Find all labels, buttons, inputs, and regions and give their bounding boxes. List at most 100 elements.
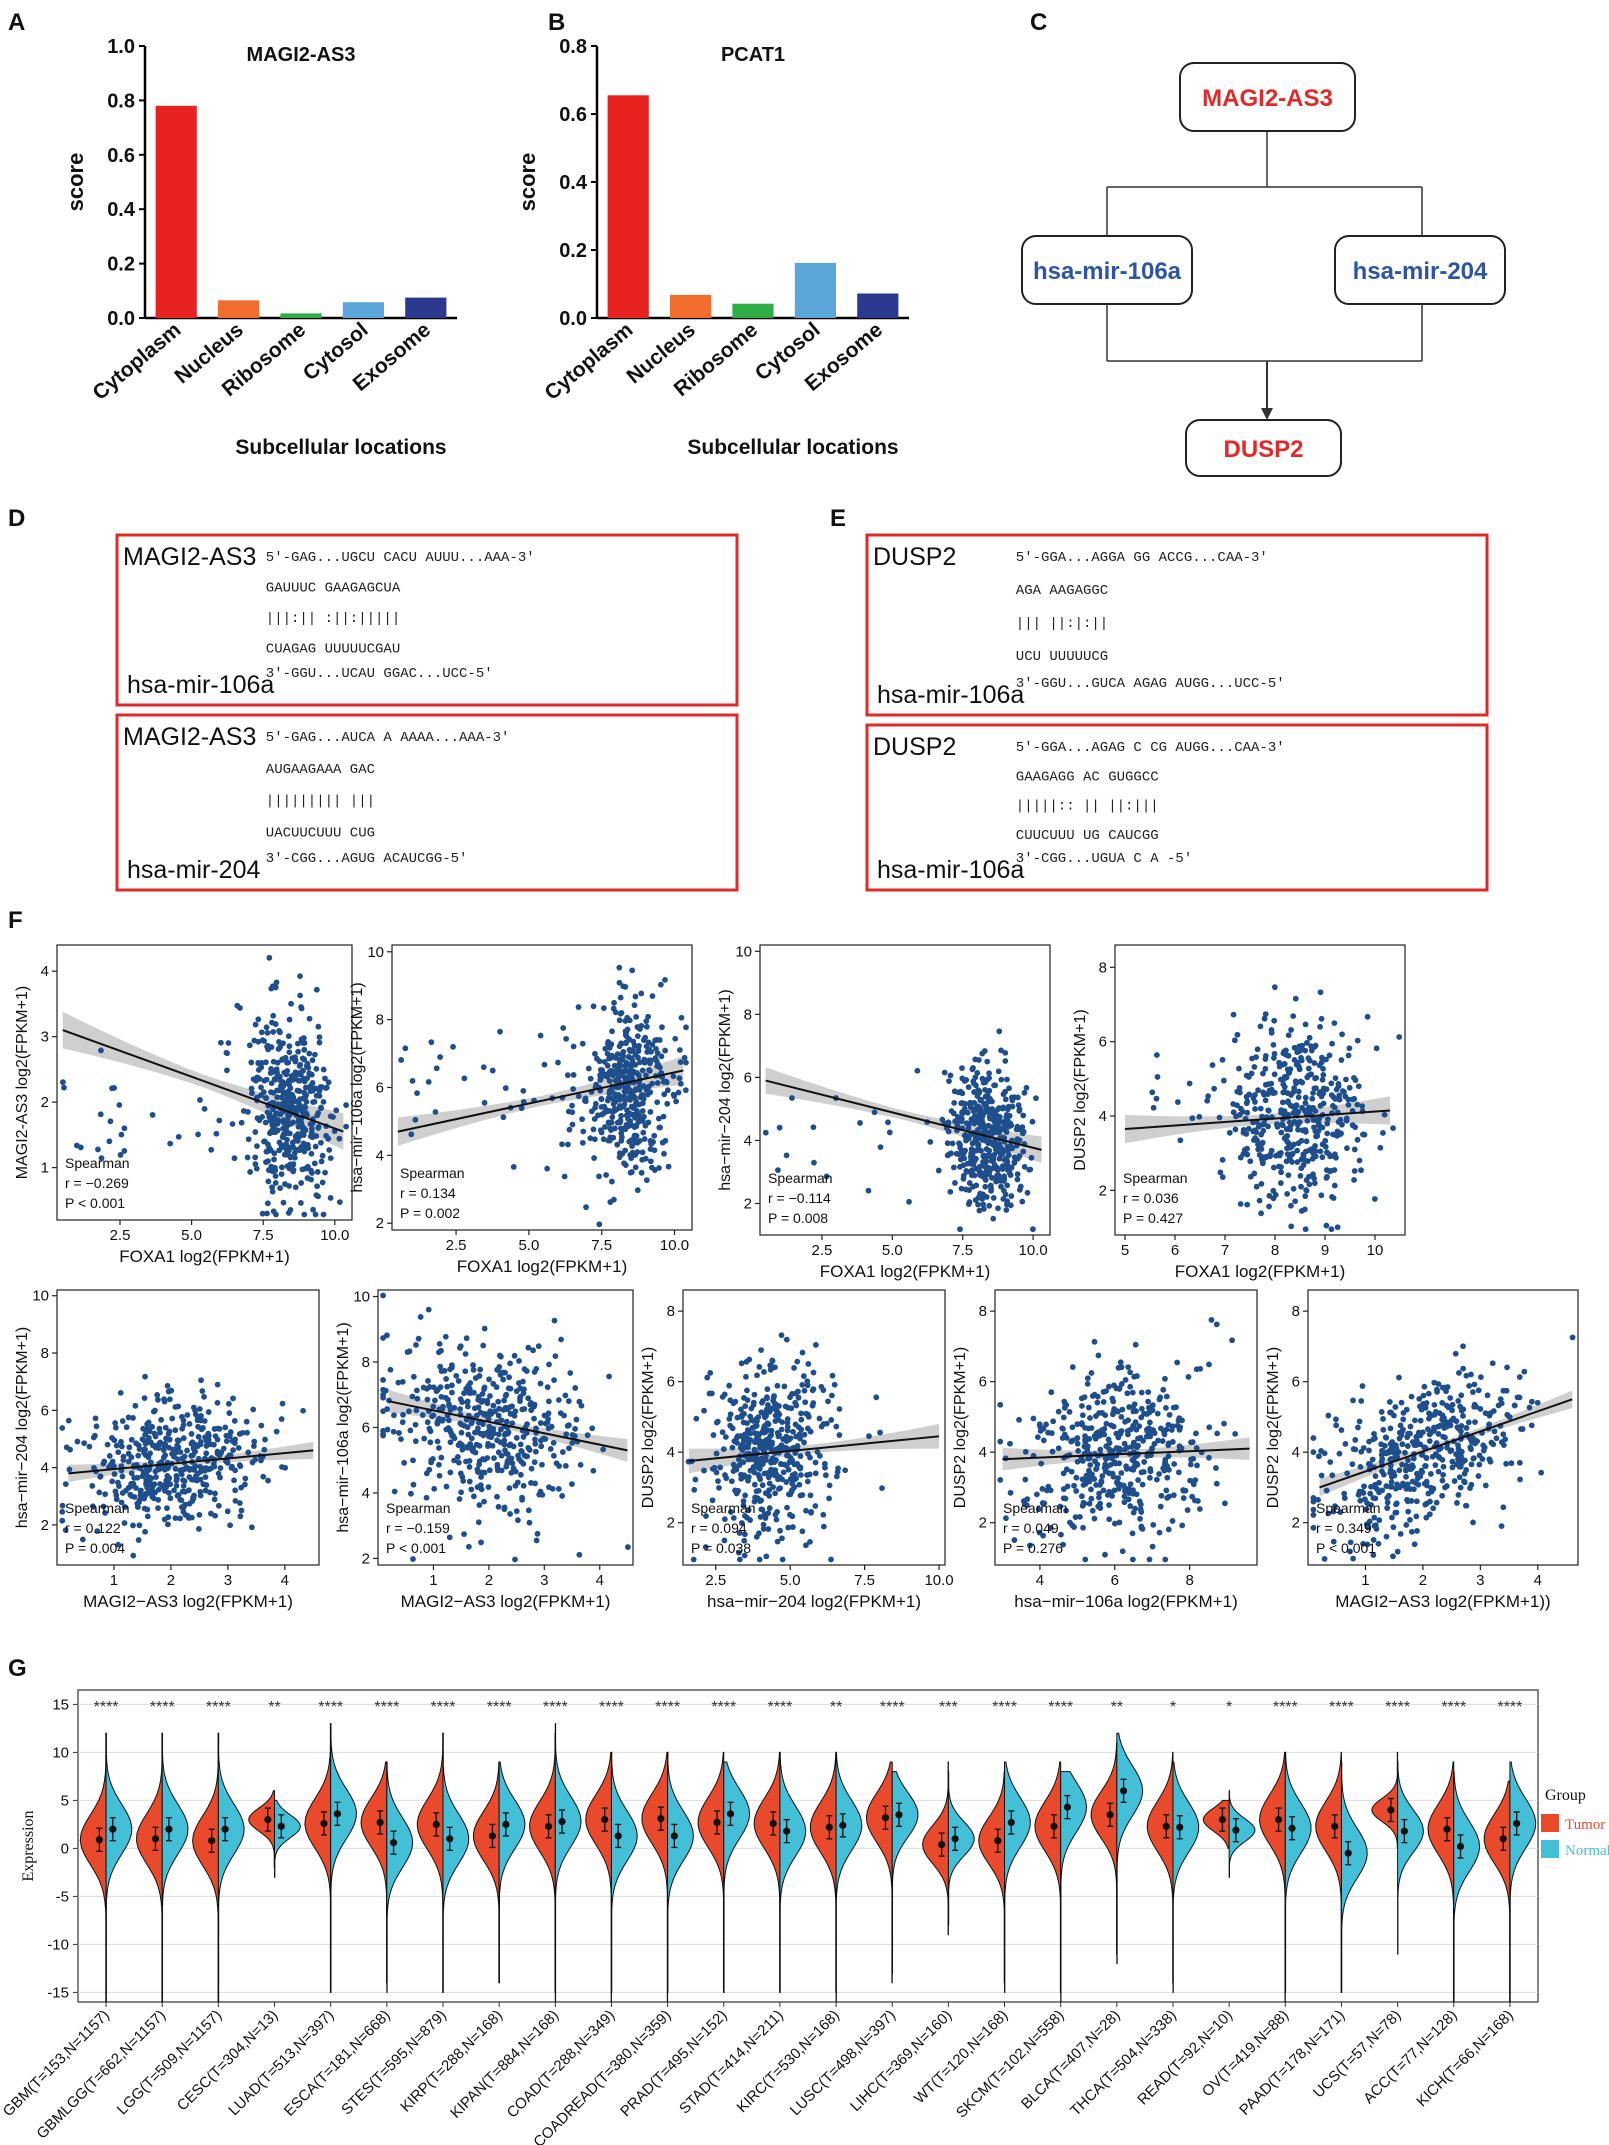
regression-line <box>1002 1447 1250 1461</box>
data-point <box>162 1481 169 1488</box>
data-point <box>906 1198 912 1205</box>
sequence-line: 3'-CGG...AGUG ACAUCGG-5' <box>266 851 468 867</box>
y-tick-label: 8 <box>979 1303 987 1320</box>
data-point <box>270 1089 277 1096</box>
node-mir106a-label: hsa-mir-106a <box>1033 258 1182 285</box>
data-point <box>507 1441 514 1448</box>
data-point <box>1213 1321 1220 1328</box>
data-point <box>569 1121 576 1128</box>
data-point <box>738 1520 745 1526</box>
data-point <box>485 1440 492 1447</box>
normal-violin <box>105 1732 133 2003</box>
data-point <box>575 1093 582 1100</box>
data-point <box>775 1445 782 1451</box>
data-point <box>410 1457 416 1464</box>
data-point <box>1456 1474 1463 1481</box>
data-point <box>792 1471 798 1477</box>
data-point <box>730 1515 737 1521</box>
data-point <box>682 1087 689 1094</box>
data-point <box>523 1453 529 1460</box>
data-point <box>1317 1102 1324 1109</box>
data-point <box>464 1398 471 1405</box>
data-point <box>954 1114 961 1120</box>
data-point <box>792 1390 799 1397</box>
data-point <box>1334 1128 1341 1135</box>
y-tick-label: 8 <box>1099 959 1107 976</box>
data-point <box>1118 1470 1125 1476</box>
normal-mean-point <box>726 1810 735 1818</box>
data-point <box>735 1549 742 1556</box>
data-point <box>246 1042 253 1049</box>
data-point <box>288 1000 294 1007</box>
data-point <box>286 1043 293 1050</box>
data-point <box>1489 1360 1496 1367</box>
data-point <box>195 1131 202 1138</box>
y-tick-label: 6 <box>667 1374 675 1391</box>
data-point <box>620 1053 627 1059</box>
data-point <box>542 1420 549 1427</box>
data-point <box>297 1061 304 1068</box>
data-point <box>177 1515 183 1522</box>
data-point <box>1381 1111 1388 1118</box>
data-point <box>996 1028 1003 1035</box>
data-point <box>1003 1155 1010 1162</box>
data-point <box>1057 1503 1064 1510</box>
data-point <box>294 1040 301 1047</box>
x-tick-label: KICH(T=66,N=168) <box>1413 2007 1516 2110</box>
data-point <box>180 1422 187 1428</box>
data-point <box>1310 1090 1316 1096</box>
data-point <box>300 1407 306 1414</box>
data-point <box>475 1469 481 1476</box>
data-point <box>659 1024 665 1031</box>
data-point <box>951 1099 958 1106</box>
data-point <box>622 1028 629 1035</box>
data-point <box>423 1494 430 1501</box>
data-point <box>1217 1169 1224 1176</box>
data-point <box>152 1468 159 1475</box>
data-point <box>1268 1080 1275 1087</box>
data-point <box>1329 1040 1335 1047</box>
data-point <box>508 1455 515 1462</box>
tumor-mean-point <box>881 1814 890 1822</box>
data-point <box>791 1484 798 1491</box>
data-point <box>501 1397 507 1404</box>
tumor-mean-point <box>1499 1835 1507 1843</box>
data-point <box>657 1124 663 1131</box>
data-point <box>798 1410 804 1417</box>
data-point <box>175 1133 182 1140</box>
data-point <box>333 1107 340 1114</box>
regression-line <box>397 1069 684 1133</box>
x-tick-label: 2.5 <box>110 1227 131 1244</box>
data-point <box>290 1104 297 1111</box>
data-point <box>1022 1476 1029 1483</box>
data-point <box>177 1449 184 1455</box>
data-point <box>1219 1174 1226 1181</box>
data-point <box>279 1464 285 1470</box>
data-point <box>1432 1462 1439 1469</box>
data-point <box>496 1352 503 1359</box>
data-point <box>603 1172 610 1178</box>
data-point <box>976 1164 983 1170</box>
data-point <box>280 1144 287 1151</box>
data-point <box>583 1204 589 1211</box>
data-point <box>202 1474 209 1480</box>
data-point <box>1170 1404 1177 1411</box>
data-point <box>1035 1506 1042 1513</box>
data-point <box>447 1407 454 1413</box>
data-point <box>1169 1423 1176 1430</box>
data-point <box>1329 1193 1335 1200</box>
data-point <box>1112 1460 1119 1467</box>
panel-letter-g: G <box>8 1655 27 1682</box>
data-point <box>1299 1079 1306 1086</box>
data-point <box>1288 1027 1294 1033</box>
data-point <box>203 1450 210 1457</box>
data-point <box>804 1378 811 1385</box>
data-point <box>531 1369 538 1375</box>
y-tick-label: 4 <box>41 1460 49 1477</box>
data-point <box>546 1361 552 1368</box>
data-point <box>226 1410 233 1416</box>
data-point <box>590 1126 597 1133</box>
data-point <box>1121 1440 1128 1447</box>
data-point <box>1004 1198 1011 1205</box>
